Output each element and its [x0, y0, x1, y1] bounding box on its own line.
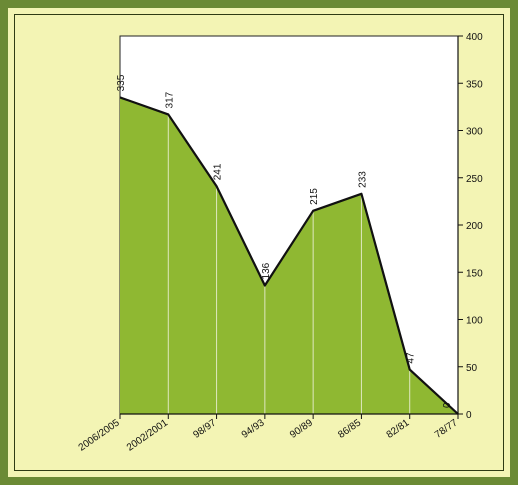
- data-label: 215: [309, 188, 320, 205]
- y-tick-label: 50: [466, 363, 478, 374]
- y-tick-label: 400: [466, 32, 483, 43]
- category-separators: [167, 114, 411, 414]
- series-polyline: [119, 96, 459, 415]
- area-fill: [120, 97, 458, 415]
- data-label: 241: [213, 163, 224, 180]
- data-label: 317: [164, 91, 175, 108]
- x-tick-label: 90/89: [288, 417, 315, 441]
- data-label: 335: [116, 74, 127, 91]
- x-tick-label: 2006/2005: [77, 417, 122, 453]
- y-tick-label: 150: [466, 268, 483, 279]
- chart-inner-border: [14, 14, 504, 471]
- x-tick-label: 82/81: [385, 417, 412, 441]
- x-tick-label: 78/77: [433, 417, 460, 441]
- y-tick-label: 0: [466, 410, 472, 421]
- x-tick-label: 86/85: [336, 417, 363, 441]
- data-label: 47: [406, 352, 417, 364]
- x-axis-ticks: 2006/2005 2002/2001 98/97 94/93 90/89 86/85 82…: [77, 414, 460, 454]
- x-tick-label: 94/93: [240, 417, 267, 441]
- y-tick-label: 300: [466, 127, 483, 138]
- x-tick-label: 98/97: [191, 417, 218, 441]
- y-tick-label: 250: [466, 174, 483, 185]
- data-labels: 335 317 241 136 215 233 47 0: [116, 74, 453, 408]
- y-tick-label: 200: [466, 221, 483, 232]
- y-axis-ticks: 0 50 100 150 200 250 300 350 400: [458, 32, 483, 421]
- y-tick-label: 100: [466, 316, 483, 327]
- area-series: [120, 97, 458, 415]
- series-line: [119, 96, 459, 415]
- data-label: 136: [261, 262, 272, 279]
- x-tick-label: 2002/2001: [125, 417, 170, 453]
- data-label: 0: [442, 402, 453, 408]
- y-tick-label: 350: [466, 79, 483, 90]
- data-label: 233: [357, 171, 368, 188]
